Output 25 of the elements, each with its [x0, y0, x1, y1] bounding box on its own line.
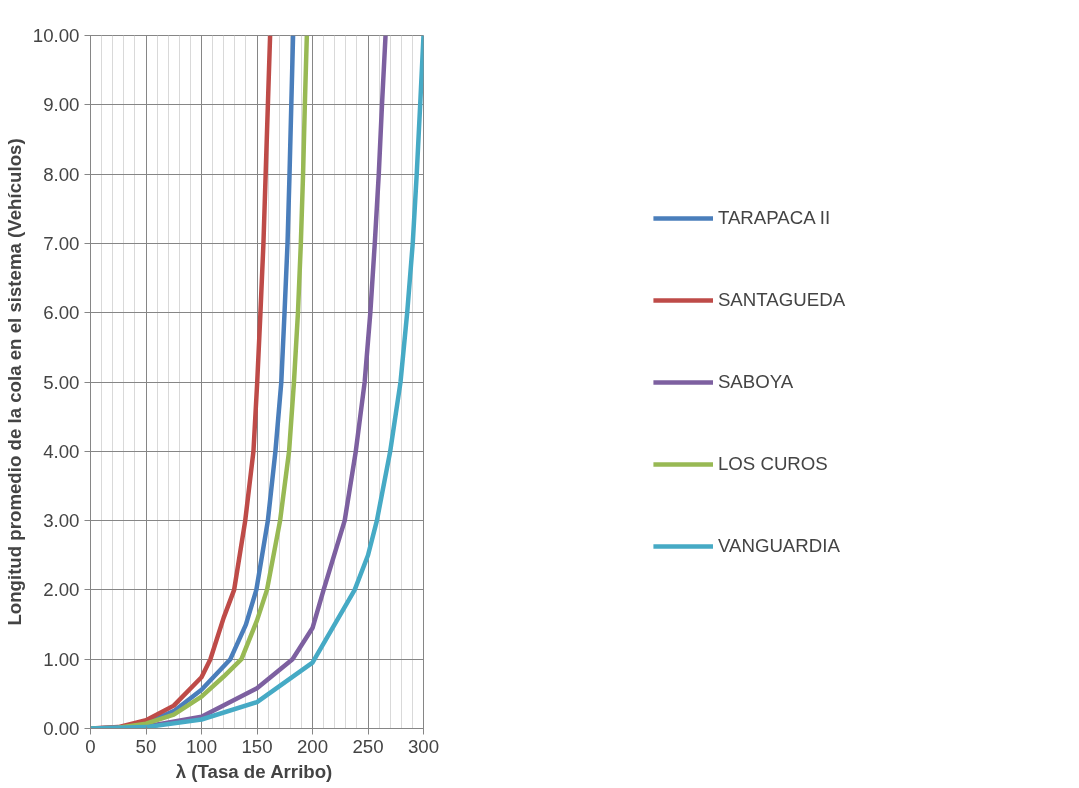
legend-label: VANGUARDIA	[717, 534, 840, 557]
x-tick-label: 50	[135, 735, 157, 757]
legend-label: LOS CUROS	[717, 452, 828, 475]
y-tick-label: 7.00	[43, 232, 80, 254]
x-tick-label: 0	[85, 735, 96, 757]
x-tick-label: 150	[241, 735, 273, 757]
x-tick-label: 100	[185, 735, 218, 757]
x-axis-title: λ (Tasa de Arribo)	[175, 760, 333, 782]
y-tick-label: 3.00	[43, 510, 80, 532]
y-axis-title: Longitud promedio de la cola en el sistema (Vehículos)	[3, 138, 25, 626]
y-tick-label: 2.00	[43, 579, 80, 601]
y-tick-label: 0.00	[43, 718, 80, 739]
y-tick-label: 6.00	[43, 302, 80, 324]
y-tick-label: 5.00	[43, 371, 80, 393]
legend-label: TARAPACA II	[717, 206, 831, 229]
x-tick-label: 300	[407, 735, 440, 757]
y-tick-label: 10.00	[32, 25, 80, 46]
x-tick-label: 250	[352, 735, 384, 757]
legend-label: SANTAGUEDA	[717, 288, 846, 311]
y-tick-label: 8.00	[43, 163, 80, 185]
y-tick-label: 9.00	[43, 94, 80, 116]
x-tick-label: 200	[296, 735, 329, 757]
y-tick-label: 4.00	[43, 440, 80, 462]
legend-label: SABOYA	[717, 370, 794, 393]
y-tick-label: 1.00	[43, 648, 80, 670]
